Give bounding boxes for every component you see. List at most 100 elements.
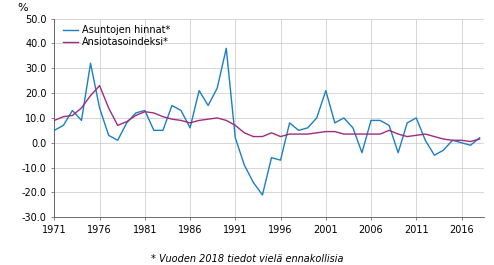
- Asuntojen hinnat*: [350, 126, 356, 129]
- Ansiotasoindeksi*: [205, 118, 211, 121]
- Asuntojen hinnat*: [341, 116, 347, 120]
- Line: Asuntojen hinnat*: Asuntojen hinnat*: [54, 48, 480, 195]
- Ansiotasoindeksi*: [431, 135, 437, 138]
- Asuntojen hinnat*: [441, 149, 447, 152]
- Ansiotasoindeksi*: [422, 132, 428, 136]
- Asuntojen hinnat*: [296, 129, 302, 132]
- Ansiotasoindeksi*: [287, 132, 292, 136]
- Ansiotasoindeksi*: [441, 138, 447, 141]
- Ansiotasoindeksi*: [242, 131, 247, 134]
- Ansiotasoindeksi*: [404, 135, 410, 138]
- Ansiotasoindeksi*: [232, 124, 238, 127]
- Asuntojen hinnat*: [323, 89, 329, 92]
- Ansiotasoindeksi*: [314, 131, 320, 134]
- Asuntojen hinnat*: [87, 62, 93, 65]
- Asuntojen hinnat*: [151, 129, 157, 132]
- Asuntojen hinnat*: [259, 193, 265, 197]
- Asuntojen hinnat*: [51, 129, 57, 132]
- Asuntojen hinnat*: [477, 136, 483, 139]
- Asuntojen hinnat*: [124, 121, 130, 125]
- Asuntojen hinnat*: [422, 139, 428, 142]
- Ansiotasoindeksi*: [151, 111, 157, 114]
- Asuntojen hinnat*: [60, 124, 66, 127]
- Asuntojen hinnat*: [196, 89, 202, 92]
- Ansiotasoindeksi*: [124, 120, 130, 123]
- Asuntojen hinnat*: [359, 151, 365, 154]
- Ansiotasoindeksi*: [250, 135, 256, 138]
- Asuntojen hinnat*: [70, 109, 76, 112]
- Ansiotasoindeksi*: [196, 119, 202, 122]
- Ansiotasoindeksi*: [169, 118, 175, 121]
- Asuntojen hinnat*: [232, 136, 238, 139]
- Ansiotasoindeksi*: [359, 132, 365, 136]
- Ansiotasoindeksi*: [133, 114, 139, 117]
- Ansiotasoindeksi*: [395, 132, 401, 136]
- Asuntojen hinnat*: [368, 119, 374, 122]
- Ansiotasoindeksi*: [468, 140, 474, 143]
- Asuntojen hinnat*: [287, 121, 292, 125]
- Asuntojen hinnat*: [386, 124, 392, 127]
- Asuntojen hinnat*: [468, 144, 474, 147]
- Ansiotasoindeksi*: [377, 132, 383, 136]
- Ansiotasoindeksi*: [305, 132, 311, 136]
- Asuntojen hinnat*: [187, 126, 193, 129]
- Asuntojen hinnat*: [214, 86, 220, 90]
- Ansiotasoindeksi*: [350, 132, 356, 136]
- Ansiotasoindeksi*: [450, 139, 455, 142]
- Ansiotasoindeksi*: [106, 106, 112, 110]
- Asuntojen hinnat*: [431, 154, 437, 157]
- Asuntojen hinnat*: [395, 151, 401, 154]
- Ansiotasoindeksi*: [477, 138, 483, 141]
- Ansiotasoindeksi*: [60, 115, 66, 118]
- Asuntojen hinnat*: [205, 104, 211, 107]
- Ansiotasoindeksi*: [259, 135, 265, 138]
- Ansiotasoindeksi*: [458, 139, 464, 142]
- Asuntojen hinnat*: [413, 116, 419, 120]
- Asuntojen hinnat*: [450, 139, 455, 142]
- Ansiotasoindeksi*: [368, 132, 374, 136]
- Ansiotasoindeksi*: [223, 119, 229, 122]
- Ansiotasoindeksi*: [332, 130, 338, 133]
- Asuntojen hinnat*: [79, 119, 84, 122]
- Asuntojen hinnat*: [142, 109, 148, 112]
- Ansiotasoindeksi*: [160, 115, 166, 118]
- Asuntojen hinnat*: [178, 109, 184, 112]
- Ansiotasoindeksi*: [115, 124, 121, 127]
- Ansiotasoindeksi*: [323, 130, 329, 133]
- Asuntojen hinnat*: [250, 181, 256, 184]
- Ansiotasoindeksi*: [97, 84, 103, 87]
- Asuntojen hinnat*: [314, 116, 320, 120]
- Asuntojen hinnat*: [223, 47, 229, 50]
- Asuntojen hinnat*: [269, 156, 275, 159]
- Text: * Vuoden 2018 tiedot vielä ennakollisia: * Vuoden 2018 tiedot vielä ennakollisia: [151, 254, 343, 264]
- Asuntojen hinnat*: [242, 164, 247, 167]
- Asuntojen hinnat*: [115, 139, 121, 142]
- Ansiotasoindeksi*: [87, 94, 93, 97]
- Ansiotasoindeksi*: [79, 106, 84, 110]
- Asuntojen hinnat*: [278, 158, 284, 162]
- Ansiotasoindeksi*: [187, 121, 193, 125]
- Asuntojen hinnat*: [160, 129, 166, 132]
- Asuntojen hinnat*: [377, 119, 383, 122]
- Ansiotasoindeksi*: [142, 110, 148, 113]
- Ansiotasoindeksi*: [341, 132, 347, 136]
- Ansiotasoindeksi*: [51, 119, 57, 122]
- Ansiotasoindeksi*: [296, 132, 302, 136]
- Asuntojen hinnat*: [133, 111, 139, 114]
- Line: Ansiotasoindeksi*: Ansiotasoindeksi*: [54, 86, 480, 142]
- Legend: Asuntojen hinnat*, Ansiotasoindeksi*: Asuntojen hinnat*, Ansiotasoindeksi*: [64, 25, 170, 47]
- Ansiotasoindeksi*: [214, 116, 220, 120]
- Text: %: %: [18, 3, 29, 12]
- Asuntojen hinnat*: [97, 106, 103, 110]
- Ansiotasoindeksi*: [386, 129, 392, 132]
- Ansiotasoindeksi*: [70, 114, 76, 117]
- Asuntojen hinnat*: [332, 121, 338, 125]
- Ansiotasoindeksi*: [178, 119, 184, 122]
- Asuntojen hinnat*: [106, 134, 112, 137]
- Ansiotasoindeksi*: [413, 134, 419, 137]
- Asuntojen hinnat*: [305, 126, 311, 129]
- Ansiotasoindeksi*: [269, 131, 275, 134]
- Asuntojen hinnat*: [404, 121, 410, 125]
- Asuntojen hinnat*: [458, 141, 464, 144]
- Ansiotasoindeksi*: [278, 135, 284, 138]
